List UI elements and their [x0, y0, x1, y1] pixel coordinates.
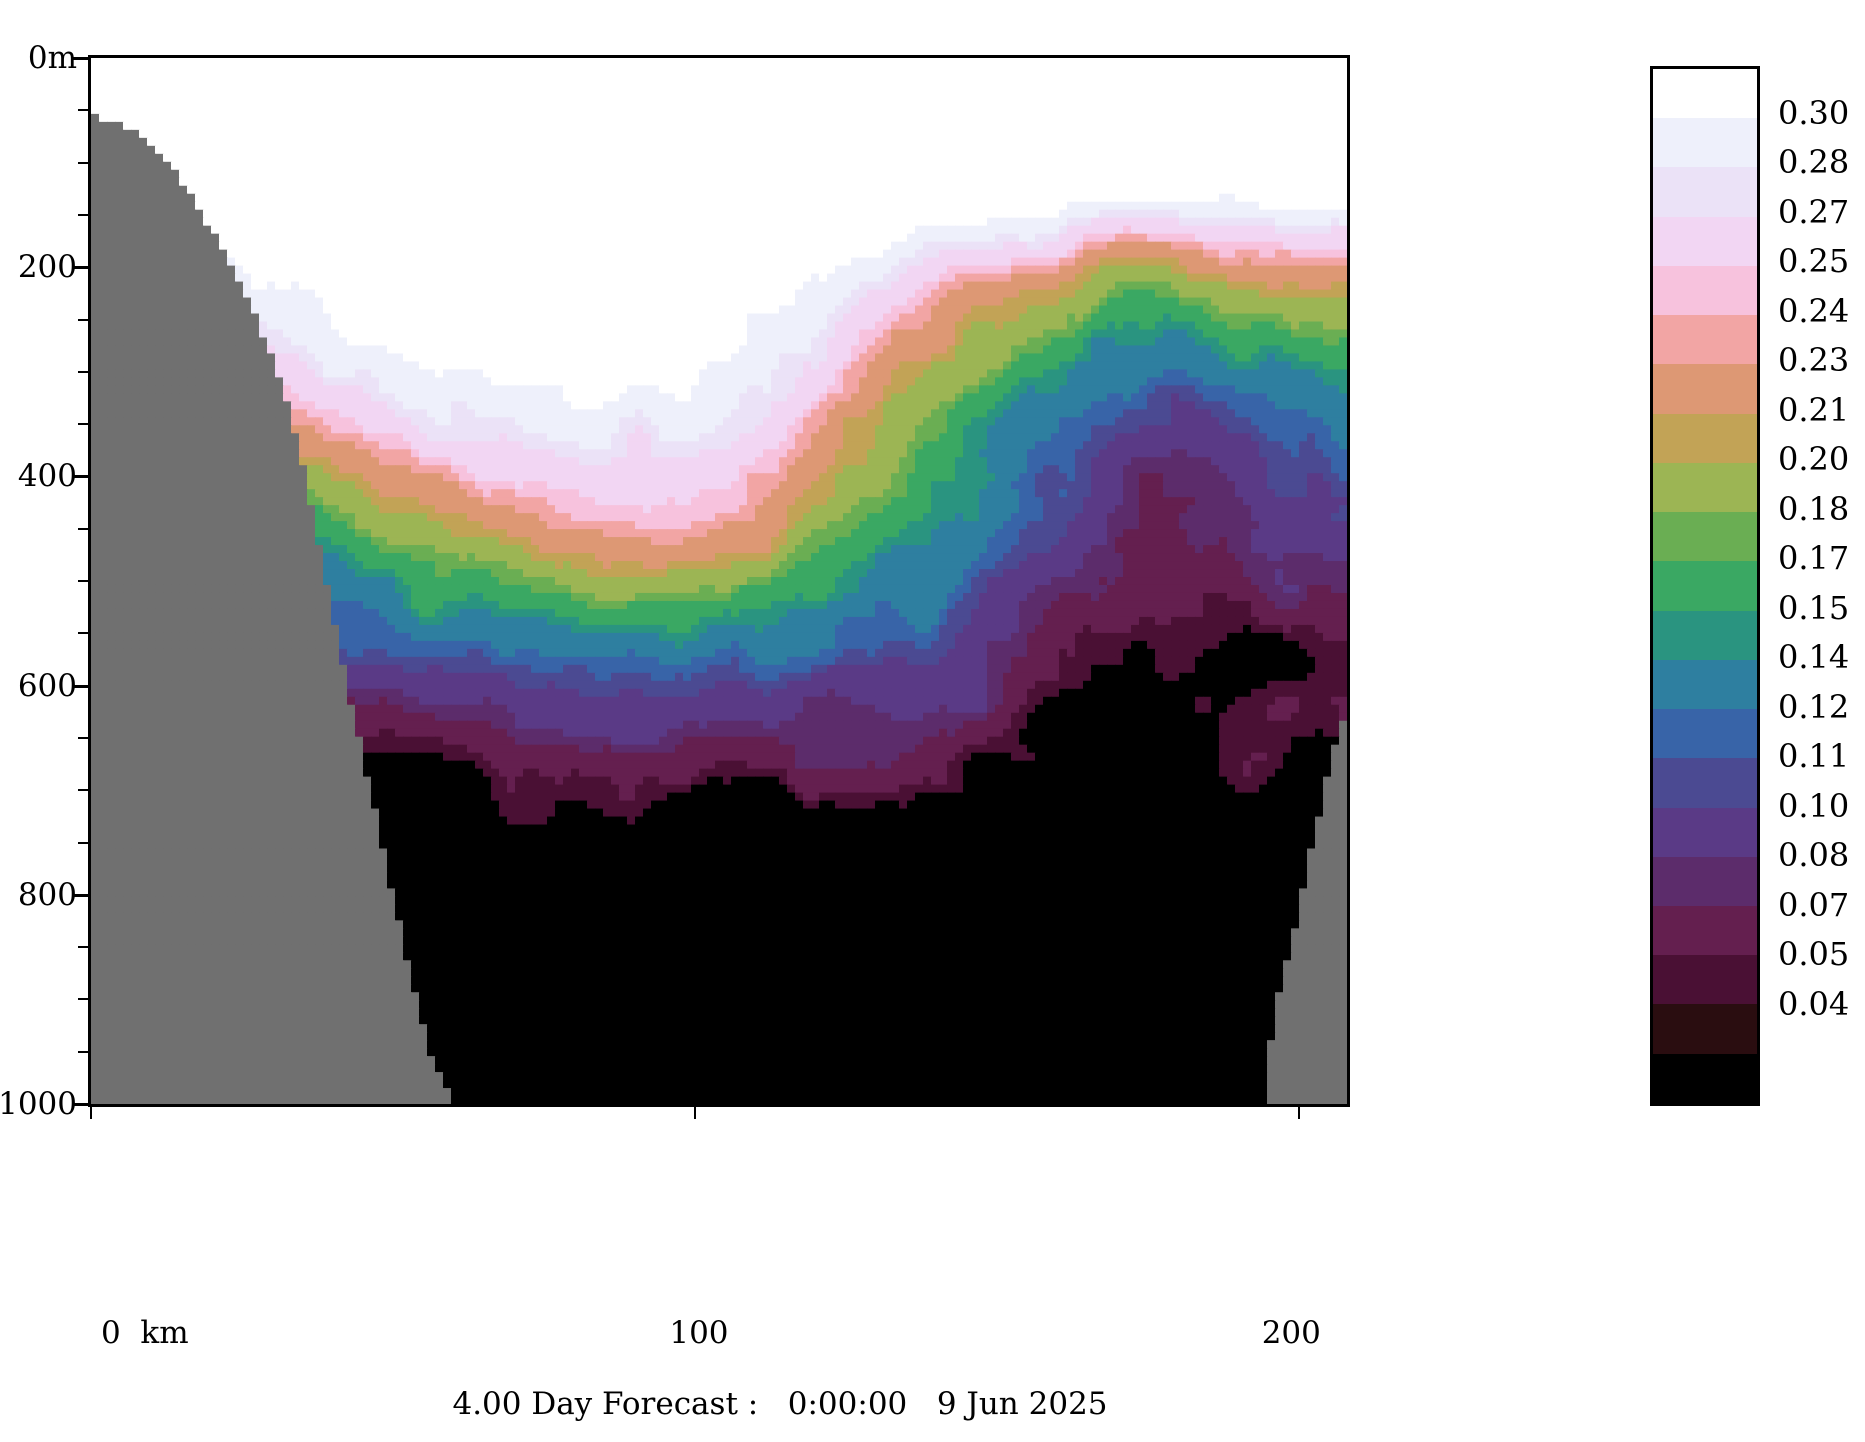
y-axis-tick	[72, 893, 91, 897]
colorbar-tick-label: 0.17	[1778, 539, 1849, 577]
y-axis-minor-tick	[78, 423, 91, 426]
x-axis-label: 100	[669, 1315, 728, 1351]
y-axis-tick	[72, 475, 91, 479]
contour-field	[91, 58, 1347, 1104]
colorbar-segment	[1653, 561, 1757, 611]
y-axis-minor-tick	[78, 161, 91, 164]
colorbar-segment	[1653, 216, 1757, 266]
colorbar-tick-label: 0.08	[1778, 836, 1849, 874]
colorbar-tick-label: 0.12	[1778, 688, 1849, 726]
y-axis-minor-tick	[78, 789, 91, 792]
colorbar-tick-label: 0.27	[1778, 193, 1849, 231]
colorbar-tick-label: 0.15	[1778, 589, 1849, 627]
y-axis-tick	[72, 266, 91, 270]
y-axis-minor-tick	[78, 527, 91, 530]
x-axis-tick	[1297, 1105, 1300, 1119]
colorbar-segment	[1653, 807, 1757, 857]
x-axis-label: 0 km	[101, 1315, 189, 1351]
colorbar-segment	[1653, 758, 1757, 808]
colorbar-segment	[1653, 413, 1757, 463]
colorbar-tick-label: 0.05	[1778, 935, 1849, 973]
colorbar-segment	[1653, 709, 1757, 759]
colorbar-segment	[1653, 69, 1757, 119]
x-axis-tick	[693, 1105, 696, 1119]
y-axis-label: 1000	[0, 1086, 77, 1122]
colorbar-segment	[1653, 1004, 1757, 1054]
y-axis-minor-tick	[78, 632, 91, 635]
y-axis-minor-tick	[78, 580, 91, 582]
y-axis-label: 600	[0, 668, 77, 704]
colorbar-segment	[1653, 659, 1757, 710]
y-axis-label: 400	[0, 458, 77, 494]
colorbar-segment	[1653, 167, 1757, 217]
colorbar-segment	[1653, 364, 1757, 414]
y-axis-label: 200	[0, 249, 77, 285]
colorbar-tick-label: 0.21	[1778, 391, 1849, 429]
colorbar-tick-label: 0.04	[1778, 985, 1849, 1023]
colorbar-tick-label: 0.28	[1778, 143, 1849, 181]
colorbar-segment	[1653, 265, 1757, 316]
y-axis-label: 800	[0, 877, 77, 913]
colorbar-segment	[1653, 512, 1757, 562]
colorbar-segment	[1653, 905, 1757, 956]
colorbar-tick-label: 0.18	[1778, 490, 1849, 528]
colorbar-segment	[1653, 955, 1757, 1005]
colorbar-segment	[1653, 118, 1757, 168]
forecast-caption: 4.00 Day Forecast : 0:00:00 9 Jun 2025	[0, 1386, 1560, 1422]
colorbar-tick-label: 0.25	[1778, 242, 1849, 280]
y-axis-minor-tick	[78, 1050, 91, 1053]
cross-section-plot[interactable]	[88, 55, 1350, 1107]
colorbar-tick-label: 0.07	[1778, 886, 1849, 924]
colorbar-segment	[1653, 315, 1757, 365]
colorbar-segment	[1653, 610, 1757, 660]
colorbar-segment	[1653, 1053, 1757, 1103]
y-axis-tick	[72, 1103, 91, 1106]
colorbar-tick-label: 0.20	[1778, 440, 1849, 478]
y-axis-label: 0m	[0, 40, 77, 76]
y-axis-tick	[72, 57, 91, 60]
colorbar-tick-label: 0.24	[1778, 292, 1849, 330]
y-axis-minor-tick	[78, 213, 91, 216]
colorbar-segment	[1653, 856, 1757, 906]
colorbar[interactable]	[1650, 66, 1760, 1106]
x-axis-tick	[90, 1105, 92, 1119]
colorbar-tick-label: 0.11	[1778, 737, 1849, 775]
colorbar-tick-label: 0.23	[1778, 341, 1849, 379]
x-axis-label: 200	[1262, 1315, 1321, 1351]
y-axis-minor-tick	[78, 736, 91, 739]
y-axis-minor-tick	[78, 318, 91, 321]
y-axis-tick	[72, 684, 91, 688]
colorbar-tick-labels: 0.30 0.28 0.27 0.25 0.24 0.23 0.21 0.20 0.18 0.17…	[1778, 66, 1865, 1106]
colorbar-tick-label: 0.14	[1778, 638, 1849, 676]
y-axis-minor-tick	[78, 946, 91, 949]
y-axis-minor-tick	[78, 109, 91, 112]
y-axis-minor-tick	[78, 841, 91, 844]
colorbar-tick-label: 0.30	[1778, 94, 1849, 132]
y-axis-minor-tick	[78, 998, 91, 1001]
colorbar-segment	[1653, 462, 1757, 513]
y-axis-minor-tick	[78, 370, 91, 373]
colorbar-tick-label: 0.10	[1778, 787, 1849, 825]
